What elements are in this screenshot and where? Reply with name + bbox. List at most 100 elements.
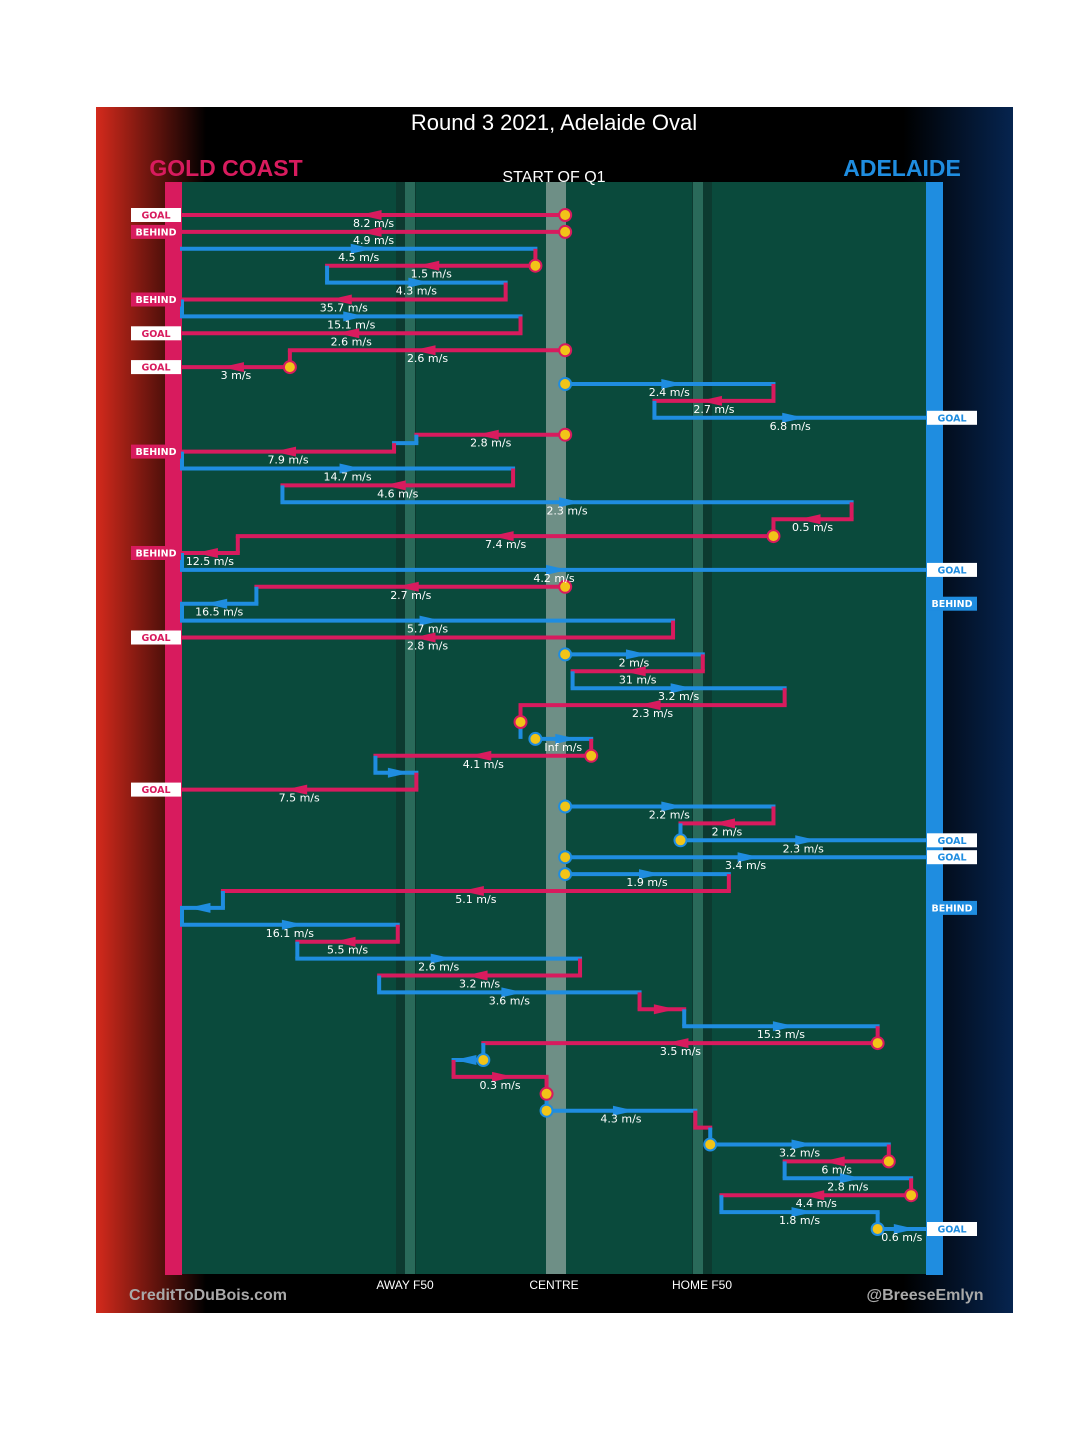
centre-stripe xyxy=(546,182,566,1274)
chain-7-seg-1-arrow xyxy=(396,581,419,592)
chain-7-seg-4-arrow xyxy=(413,632,436,643)
chain-7-seg-2-outcome-text: BEHIND xyxy=(931,599,972,610)
chain-9-seg-3-outcome-text: GOAL xyxy=(937,836,966,847)
chain-11-seg-12-arrow xyxy=(454,1055,477,1065)
chain-9-seg-1-start-marker xyxy=(558,799,573,814)
chain-7-seg-1-speed-label: 2.7 m/s xyxy=(390,589,431,602)
chain-7-seg-4-outcome-text: GOAL xyxy=(141,633,170,644)
chain-2-seg-1-outcome-tag xyxy=(131,224,181,239)
chain-4-seg-2-outcome-tag xyxy=(131,360,181,375)
chain-6-seg-1-speed-label: 2.8 m/s xyxy=(470,437,511,450)
chain-11-seg-20-speed-label: 4.4 m/s xyxy=(796,1197,837,1210)
chain-9-seg-3-start-marker xyxy=(673,833,688,848)
zone-label-centre: CENTRE xyxy=(529,1278,578,1292)
chain-6-seg-4-speed-label: 14.7 m/s xyxy=(323,471,371,484)
chain-6-seg-10-arrow xyxy=(546,564,568,575)
chain-11-seg-8-arrow xyxy=(501,987,524,998)
chain-11-seg-6-arrow xyxy=(430,953,453,964)
chain-3-seg-1-arrow xyxy=(350,243,373,254)
chain-3-seg-2-arrow xyxy=(417,260,440,271)
chain-11-seg-13-speed-label: 0.3 m/s xyxy=(479,1079,520,1092)
chain-11-seg-8-speed-label: 3.6 m/s xyxy=(489,994,530,1007)
chain-3-seg-5-speed-label: 15.1 m/s xyxy=(327,318,375,331)
chain-6-seg-7-speed-label: 0.5 m/s xyxy=(792,521,833,534)
chain-4-seg-1-start-marker xyxy=(558,343,573,358)
chain-2-seg-1-start-marker xyxy=(558,224,573,239)
chain-11-seg-19-arrow xyxy=(839,1173,862,1184)
chain-10-seg-1-start-marker xyxy=(558,850,573,865)
chain-8-seg-4-speed-label: 2.3 m/s xyxy=(632,707,673,720)
chain-6-seg-5-speed-label: 4.6 m/s xyxy=(377,487,418,500)
chain-11-seg-11-start-marker xyxy=(870,1036,885,1051)
chain-11-seg-3-outcome-text: BEHIND xyxy=(931,903,972,914)
chain-3-seg-2-start-marker xyxy=(528,258,543,273)
chain-11-seg-22-speed-label: 0.6 m/s xyxy=(881,1231,922,1244)
chart-subtitle: START OF Q1 xyxy=(502,169,605,186)
chain-6-seg-10-outcome-tag xyxy=(927,562,977,577)
gold-coast-team-name: GOLD COAST xyxy=(149,155,302,181)
chain-11-seg-17-start-marker xyxy=(703,1137,718,1152)
chain-11-seg-11-speed-label: 3.5 m/s xyxy=(660,1045,701,1058)
chain-11-seg-7-arrow xyxy=(465,970,488,981)
chain-8-seg-9-arrow xyxy=(285,784,308,795)
zone-label-home-f50: HOME F50 xyxy=(672,1278,732,1292)
chain-6-seg-9-arrow xyxy=(195,548,218,558)
chain-8-seg-7-start-marker xyxy=(584,748,599,763)
chain-3-seg-5-arrow xyxy=(343,311,366,322)
chain-3-seg-2-speed-label: 1.5 m/s xyxy=(411,268,452,281)
chain-2-seg-1-speed-label: 4.9 m/s xyxy=(353,234,394,247)
chain-11-seg-4-speed-label: 16.1 m/s xyxy=(266,927,314,940)
chain-3-seg-1-speed-label: 4.5 m/s xyxy=(338,251,379,264)
chain-5-seg-2-arrow xyxy=(699,395,722,406)
chain-10-seg-1-outcome-tag xyxy=(927,850,977,865)
chain-11-seg-13-arrow xyxy=(492,1071,515,1082)
chain-9-seg-1-speed-label: 2.2 m/s xyxy=(649,809,690,822)
chain-11-seg-22-outcome-text: GOAL xyxy=(937,1225,966,1236)
chain-6-seg-9-outcome-text: BEHIND xyxy=(135,549,176,560)
chain-8-seg-6-speed-label: Inf m/s xyxy=(544,741,582,754)
chain-8-seg-6-start-marker xyxy=(528,731,543,746)
chain-5-seg-1-arrow xyxy=(661,379,684,389)
chain-8-seg-5-start-marker xyxy=(513,715,528,729)
chain-11-seg-18-speed-label: 6 m/s xyxy=(821,1163,852,1176)
credit-right: @BreeseEmlyn xyxy=(867,1287,984,1304)
chain-6-seg-3-speed-label: 7.9 m/s xyxy=(267,454,308,467)
chain-4-seg-1-speed-label: 2.6 m/s xyxy=(407,352,448,365)
chain-8-seg-4-arrow xyxy=(638,700,661,711)
chain-8-seg-6-arrow xyxy=(555,733,578,744)
chain-11-seg-20-arrow xyxy=(802,1190,825,1201)
chain-4-seg-2-outcome-text: GOAL xyxy=(141,363,170,374)
chain-1-seg-1-start-marker xyxy=(558,208,573,222)
chain-7-seg-3-speed-label: 5.7 m/s xyxy=(407,623,448,636)
chain-7-seg-3-arrow xyxy=(419,615,442,626)
chain-10-seg-1-outcome-text: GOAL xyxy=(937,853,966,864)
chain-5-seg-2-speed-label: 2.7 m/s xyxy=(693,403,734,416)
chain-11-seg-2-speed-label: 5.1 m/s xyxy=(455,893,496,906)
chain-4-seg-2-arrow xyxy=(221,362,244,373)
chain-8-seg-9-outcome-text: GOAL xyxy=(141,785,170,796)
chain-8-seg-1-start-marker xyxy=(558,647,573,662)
chain-6-seg-1-start-marker xyxy=(558,427,573,442)
chain-8-seg-1-speed-label: 2 m/s xyxy=(619,656,650,669)
chain-4-seg-2-speed-label: 3 m/s xyxy=(221,369,252,382)
chain-3-seg-6-speed-label: 2.6 m/s xyxy=(331,335,372,348)
chain-9-seg-1-arrow xyxy=(661,801,684,812)
chain-7-seg-1-start-marker xyxy=(558,579,573,594)
chain-11-seg-22-outcome-tag xyxy=(927,1222,977,1236)
chain-6-seg-3-outcome-tag xyxy=(131,444,181,459)
chain-11-seg-14-start-marker xyxy=(539,1086,554,1101)
chain-5-seg-3-outcome-tag xyxy=(927,410,977,425)
chain-11-seg-18-start-marker xyxy=(881,1154,896,1169)
chain-11-seg-2-arrow xyxy=(461,886,484,896)
chain-9-seg-3-speed-label: 2.3 m/s xyxy=(783,842,824,855)
labels-layer: 8.2 m/s GOAL 4.9 m/s BEHIND 4.5 m/s 1.5 m/s 4.… xyxy=(131,208,977,1244)
chain-11-seg-7-speed-label: 3.2 m/s xyxy=(459,978,500,991)
chain-6-seg-9-speed-label: 12.5 m/s xyxy=(186,555,234,568)
chain-9-seg-2-speed-label: 2 m/s xyxy=(712,825,743,838)
chain-11-seg-21-speed-label: 1.8 m/s xyxy=(779,1214,820,1227)
chain-2-seg-1-arrow xyxy=(359,226,382,237)
chain-8-seg-9-speed-label: 7.5 m/s xyxy=(279,792,320,805)
chain-10-seg-1-speed-label: 3.4 m/s xyxy=(725,859,766,872)
gold-coast-goal-line xyxy=(165,182,182,1275)
markers-layer xyxy=(282,208,919,1236)
